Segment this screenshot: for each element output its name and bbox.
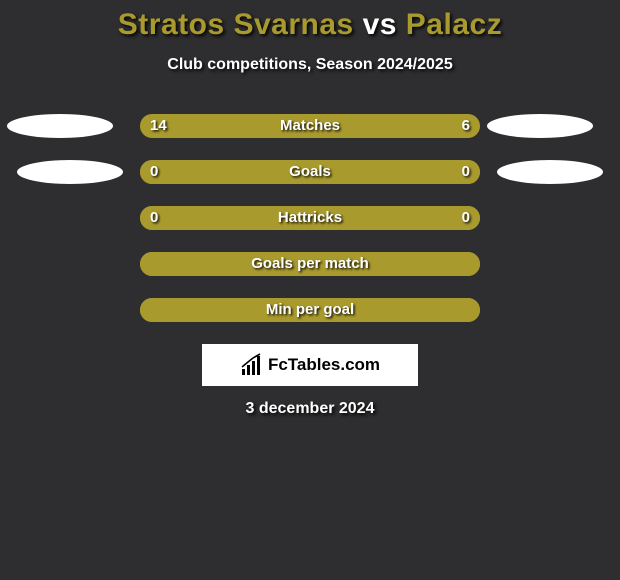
bar-track: Matches146	[140, 114, 480, 138]
bar-track: Goals00	[140, 160, 480, 184]
stat-row: Matches146	[0, 114, 620, 138]
bar-track: Hattricks00	[140, 206, 480, 230]
title-vs: vs	[354, 8, 406, 41]
date-text: 3 december 2024	[0, 400, 620, 418]
title-player1: Stratos Svarnas	[118, 8, 354, 41]
bar-fill-left	[140, 160, 480, 184]
ellipse-right	[487, 114, 593, 138]
bar-fill-left	[140, 252, 480, 276]
ellipse-right	[497, 160, 603, 184]
fctables-logo-icon	[240, 353, 264, 377]
bar-track: Goals per match	[140, 252, 480, 276]
stats-chart: Matches146 Goals00 Hattricks00 Goals per ma…	[0, 114, 620, 322]
bar-fill-left	[140, 206, 480, 230]
stat-row: Hattricks00	[0, 206, 620, 230]
stat-row: Goals per match	[0, 252, 620, 276]
ellipse-left	[17, 160, 123, 184]
title-player2: Palacz	[406, 8, 502, 41]
stat-row: Goals00	[0, 160, 620, 184]
page-title: Stratos Svarnas vs Palacz	[0, 0, 620, 42]
stat-row: Min per goal	[0, 298, 620, 322]
ellipse-left	[7, 114, 113, 138]
bar-fill-right	[368, 114, 480, 138]
bar-fill-left	[140, 298, 480, 322]
bar-track: Min per goal	[140, 298, 480, 322]
credit-banner: FcTables.com	[202, 344, 418, 386]
credit-text: FcTables.com	[268, 355, 380, 375]
bar-fill-left	[140, 114, 368, 138]
subtitle: Club competitions, Season 2024/2025	[0, 56, 620, 74]
